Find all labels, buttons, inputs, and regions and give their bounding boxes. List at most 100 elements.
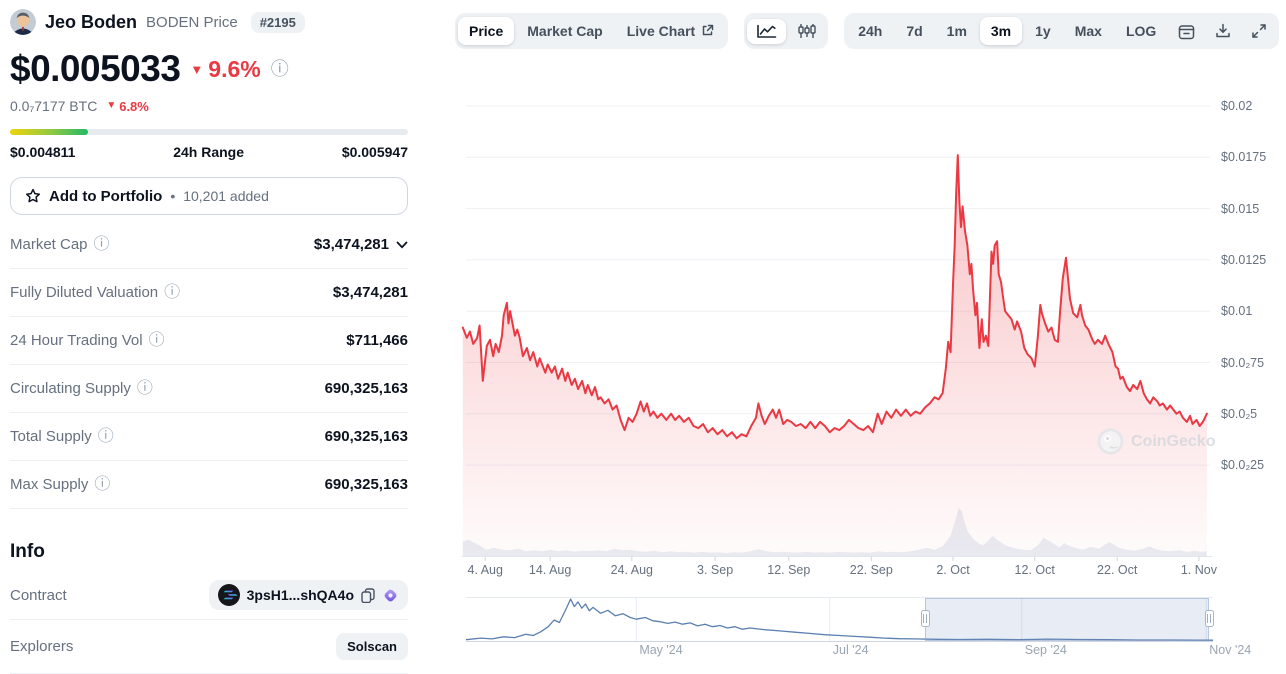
info-icon[interactable] — [94, 237, 110, 253]
range-24h-fill — [10, 129, 88, 135]
chart-mode-tabs: Price Market Cap Live Chart — [455, 13, 729, 49]
line-chart-icon — [757, 24, 777, 38]
stat-row-volume: 24 Hour Trading Vol $711,466 — [10, 317, 408, 365]
stat-row-max-supply: Max Supply 690,325,163 — [10, 461, 408, 509]
coin-rank-badge: #2195 — [250, 11, 305, 33]
range-button-max[interactable]: Max — [1064, 17, 1113, 46]
x-axis-label: 3. Sep — [697, 563, 734, 577]
explorer-solscan-link[interactable]: Solscan — [336, 633, 408, 660]
coin-avatar — [10, 9, 36, 35]
navigator-time-label: Sep '24 — [1024, 643, 1067, 657]
y-axis-label: $0.0₂5 — [1221, 406, 1258, 421]
contract-label: Contract — [10, 586, 67, 604]
candlestick-icon — [798, 24, 816, 38]
download-button[interactable] — [1206, 18, 1240, 44]
btc-price: 0.0₇7177 BTC — [10, 98, 98, 114]
calendar-icon — [1179, 24, 1195, 39]
explorers-label: Explorers — [10, 638, 74, 655]
chart-toolbar: Price Market Cap Live Chart — [455, 13, 1280, 49]
tab-market-cap[interactable]: Market Cap — [516, 17, 613, 46]
navigator-time-label: Nov '24 — [1209, 643, 1252, 657]
download-icon — [1216, 23, 1231, 38]
chart-type-toggle — [744, 13, 829, 49]
portfolio-label: Add to Portfolio — [49, 187, 163, 205]
line-chart-type-button[interactable] — [747, 18, 787, 44]
navigator-time-label: May '24 — [639, 643, 683, 657]
stats-table: Market Cap $3,474,281 Fully Diluted Valu… — [10, 221, 408, 509]
navigator-right-handle[interactable] — [1204, 610, 1214, 627]
btc-price-line: 0.0₇7177 BTC 6.8% — [10, 98, 455, 114]
calendar-button[interactable] — [1169, 18, 1204, 45]
phantom-wallet-icon[interactable] — [382, 587, 399, 604]
chart-panel: Price Market Cap Live Chart — [455, 0, 1286, 661]
solana-icon — [217, 584, 240, 606]
coin-summary-panel: Jeo Boden BODEN Price #2195 $0.005033 9.… — [0, 0, 455, 674]
stat-row-fdv: Fully Diluted Valuation $3,474,281 — [10, 269, 408, 317]
info-icon[interactable] — [149, 333, 165, 349]
stat-row-circulating-supply: Circulating Supply 690,325,163 — [10, 365, 408, 413]
y-axis-label: $0.0₂75 — [1221, 355, 1265, 370]
range-high: $0.005947 — [341, 144, 408, 160]
add-to-portfolio-button[interactable]: Add to Portfolio • 10,201 added — [10, 177, 408, 215]
x-axis-label: 22. Sep — [849, 563, 893, 577]
range-button-log[interactable]: LOG — [1115, 17, 1167, 46]
time-range-group: 24h 7d 1m 3m 1y Max LOG — [844, 13, 1280, 49]
x-axis-label: 12. Sep — [767, 563, 811, 577]
y-axis-label: $0.02 — [1221, 99, 1253, 113]
x-axis-label: 22. Oct — [1097, 563, 1138, 577]
fullscreen-button[interactable] — [1242, 18, 1276, 44]
stat-row-total-supply: Total Supply 690,325,163 — [10, 413, 408, 461]
stat-row-market-cap: Market Cap $3,474,281 — [10, 221, 408, 269]
range-label: 24h Range — [173, 144, 245, 160]
chart-plot-area[interactable] — [462, 58, 1212, 556]
price-change-24h: 9.6% — [190, 56, 260, 83]
portfolio-added-count: 10,201 added — [183, 188, 269, 204]
y-axis-label: $0.0₂25 — [1221, 458, 1265, 473]
range-button-7d[interactable]: 7d — [895, 17, 933, 46]
x-axis-label: 14. Aug — [528, 563, 572, 577]
x-axis-label: 1. Nov — [1180, 563, 1217, 577]
contract-address: 3psH1...shQA4o — [246, 587, 354, 603]
range-button-24h[interactable]: 24h — [847, 17, 893, 46]
tab-price[interactable]: Price — [458, 16, 515, 46]
contract-row: Contract 3psH1...shQ — [10, 571, 408, 620]
tab-live-chart[interactable]: Live Chart — [616, 17, 725, 46]
copy-icon[interactable] — [361, 587, 375, 603]
x-axis-label: 24. Aug — [610, 563, 653, 577]
range-24h-labels: $0.004811 24h Range $0.005947 — [10, 144, 408, 160]
y-axis-label: $0.01 — [1221, 304, 1253, 319]
star-icon — [25, 188, 41, 204]
candlestick-chart-type-button[interactable] — [788, 18, 825, 44]
info-icon[interactable] — [164, 285, 180, 301]
range-button-1m[interactable]: 1m — [936, 17, 978, 46]
btc-change: 6.8% — [106, 99, 149, 114]
range-button-1y[interactable]: 1y — [1024, 17, 1062, 46]
expand-icon — [1252, 24, 1267, 38]
navigator-left-handle[interactable] — [920, 610, 930, 627]
chevron-down-icon[interactable] — [396, 241, 408, 249]
range-button-3m[interactable]: 3m — [979, 16, 1023, 46]
x-axis-label: 2. Oct — [936, 563, 970, 577]
price-line: $0.005033 9.6% — [10, 48, 455, 90]
external-link-icon — [702, 25, 714, 36]
y-axis-label: $0.0125 — [1221, 252, 1267, 267]
current-price: $0.005033 — [10, 48, 181, 89]
navigator-time-label: Jul '24 — [832, 643, 869, 657]
navigator-selection[interactable] — [925, 598, 1210, 641]
contract-address-pill[interactable]: 3psH1...shQA4o — [208, 580, 408, 610]
info-icon[interactable] — [94, 477, 110, 493]
coin-name: Jeo Boden — [45, 11, 138, 32]
price-info-icon[interactable] — [271, 60, 289, 78]
info-icon[interactable] — [137, 381, 153, 397]
info-icon[interactable] — [98, 429, 114, 445]
coin-header: Jeo Boden BODEN Price #2195 — [10, 8, 455, 36]
coin-subtitle: BODEN Price — [146, 13, 238, 31]
y-axis-label: $0.0175 — [1221, 150, 1267, 165]
info-section-heading: Info — [10, 541, 45, 562]
y-axis-label: $0.015 — [1221, 201, 1260, 216]
x-axis-label: 12. Oct — [1014, 563, 1055, 577]
down-arrow-icon — [190, 63, 203, 76]
range-low: $0.004811 — [10, 144, 76, 160]
x-axis-label: 4. Aug — [467, 563, 503, 577]
down-arrow-icon — [106, 101, 116, 111]
